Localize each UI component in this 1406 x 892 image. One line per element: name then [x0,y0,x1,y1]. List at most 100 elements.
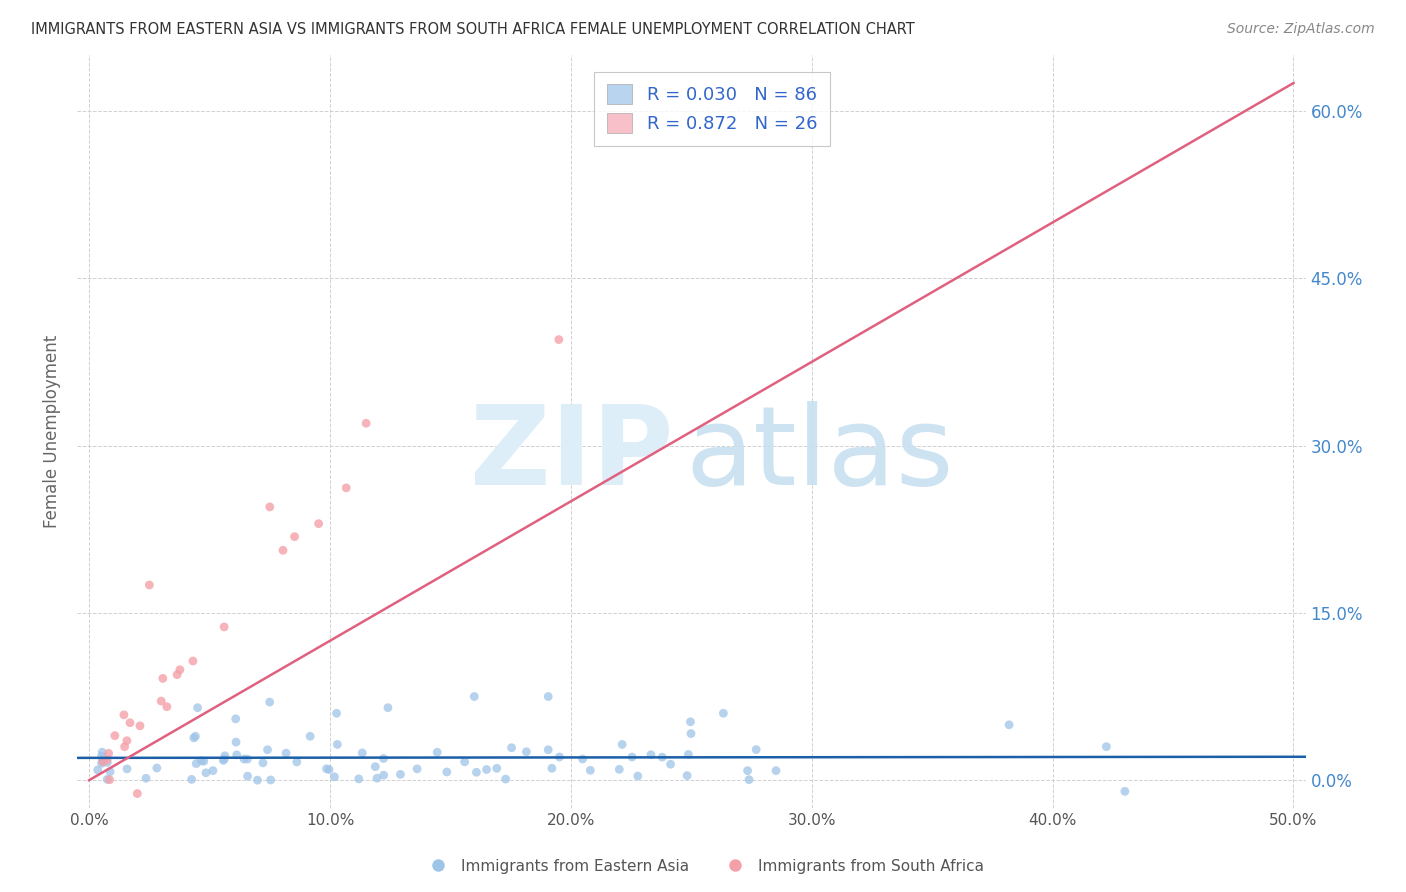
Point [537,743,560,757]
Point [465,765,488,780]
Point [104,729,127,743]
Point [323,770,346,784]
Point [212,752,235,766]
Point [765,764,787,778]
Legend: R = 0.030   N = 86, R = 0.872   N = 26: R = 0.030 N = 86, R = 0.872 N = 26 [595,71,830,145]
Point [579,764,602,778]
Point [225,712,247,726]
Point [1095,739,1118,754]
Point [326,738,349,752]
Point [335,481,357,495]
Point [436,764,458,779]
Point [285,755,308,769]
Point [612,738,634,752]
Point [156,699,179,714]
Point [236,769,259,783]
Point [115,762,138,776]
Point [138,578,160,592]
Point [259,772,281,787]
Point [114,739,136,754]
Point [152,672,174,686]
Point [97,747,120,761]
Point [86,763,108,777]
Point [96,756,118,770]
Point [998,718,1021,732]
Point [676,769,699,783]
Point [90,756,112,771]
Point [651,750,673,764]
Point [187,700,209,714]
Point [91,755,114,769]
Point [373,751,395,765]
Point [252,756,274,770]
Point [548,750,571,764]
Point [96,753,118,767]
Point [96,772,118,787]
Point [366,771,388,785]
Point [201,764,224,778]
Point [547,333,569,347]
Point [299,729,322,743]
Point [214,748,236,763]
Point [308,516,330,531]
Point [127,787,149,801]
Text: atlas: atlas [685,401,953,508]
Point [91,745,114,759]
Point [256,743,278,757]
Point [495,772,517,786]
Text: Source: ZipAtlas.com: Source: ZipAtlas.com [1227,22,1375,37]
Point [274,746,297,760]
Legend: Immigrants from Eastern Asia, Immigrants from South Africa: Immigrants from Eastern Asia, Immigrants… [416,853,990,880]
Point [91,754,114,768]
Point [347,772,370,786]
Point [259,500,281,514]
Point [318,763,340,777]
Point [315,762,337,776]
Point [118,715,141,730]
Point [640,747,662,762]
Point [169,663,191,677]
Point [373,768,395,782]
Point [233,752,256,766]
Point [112,707,135,722]
Point [1114,784,1136,798]
Point [738,772,761,787]
Point [129,719,152,733]
Point [745,742,768,756]
Point [181,654,204,668]
Point [284,530,307,544]
Point [98,764,121,779]
Point [607,762,630,776]
Point [679,726,702,740]
Point [453,755,475,769]
Point [737,764,759,778]
Point [225,735,247,749]
Point [389,767,412,781]
Point [621,750,644,764]
Point [193,754,215,768]
Point [135,772,157,786]
Point [90,749,112,764]
Text: ZIP: ZIP [470,401,673,508]
Point [194,765,217,780]
Point [627,769,650,783]
Point [186,756,208,771]
Point [236,752,259,766]
Point [325,706,347,721]
Point [354,416,377,430]
Text: IMMIGRANTS FROM EASTERN ASIA VS IMMIGRANTS FROM SOUTH AFRICA FEMALE UNEMPLOYMENT: IMMIGRANTS FROM EASTERN ASIA VS IMMIGRAN… [31,22,915,37]
Point [406,762,429,776]
Point [184,729,207,743]
Point [377,700,399,714]
Point [364,759,387,773]
Point [183,731,205,745]
Point [98,772,121,787]
Point [225,747,247,762]
Point [541,761,564,775]
Point [246,773,269,788]
Point [190,754,212,768]
Point [212,753,235,767]
Point [501,740,523,755]
Point [571,752,593,766]
Point [352,746,374,760]
